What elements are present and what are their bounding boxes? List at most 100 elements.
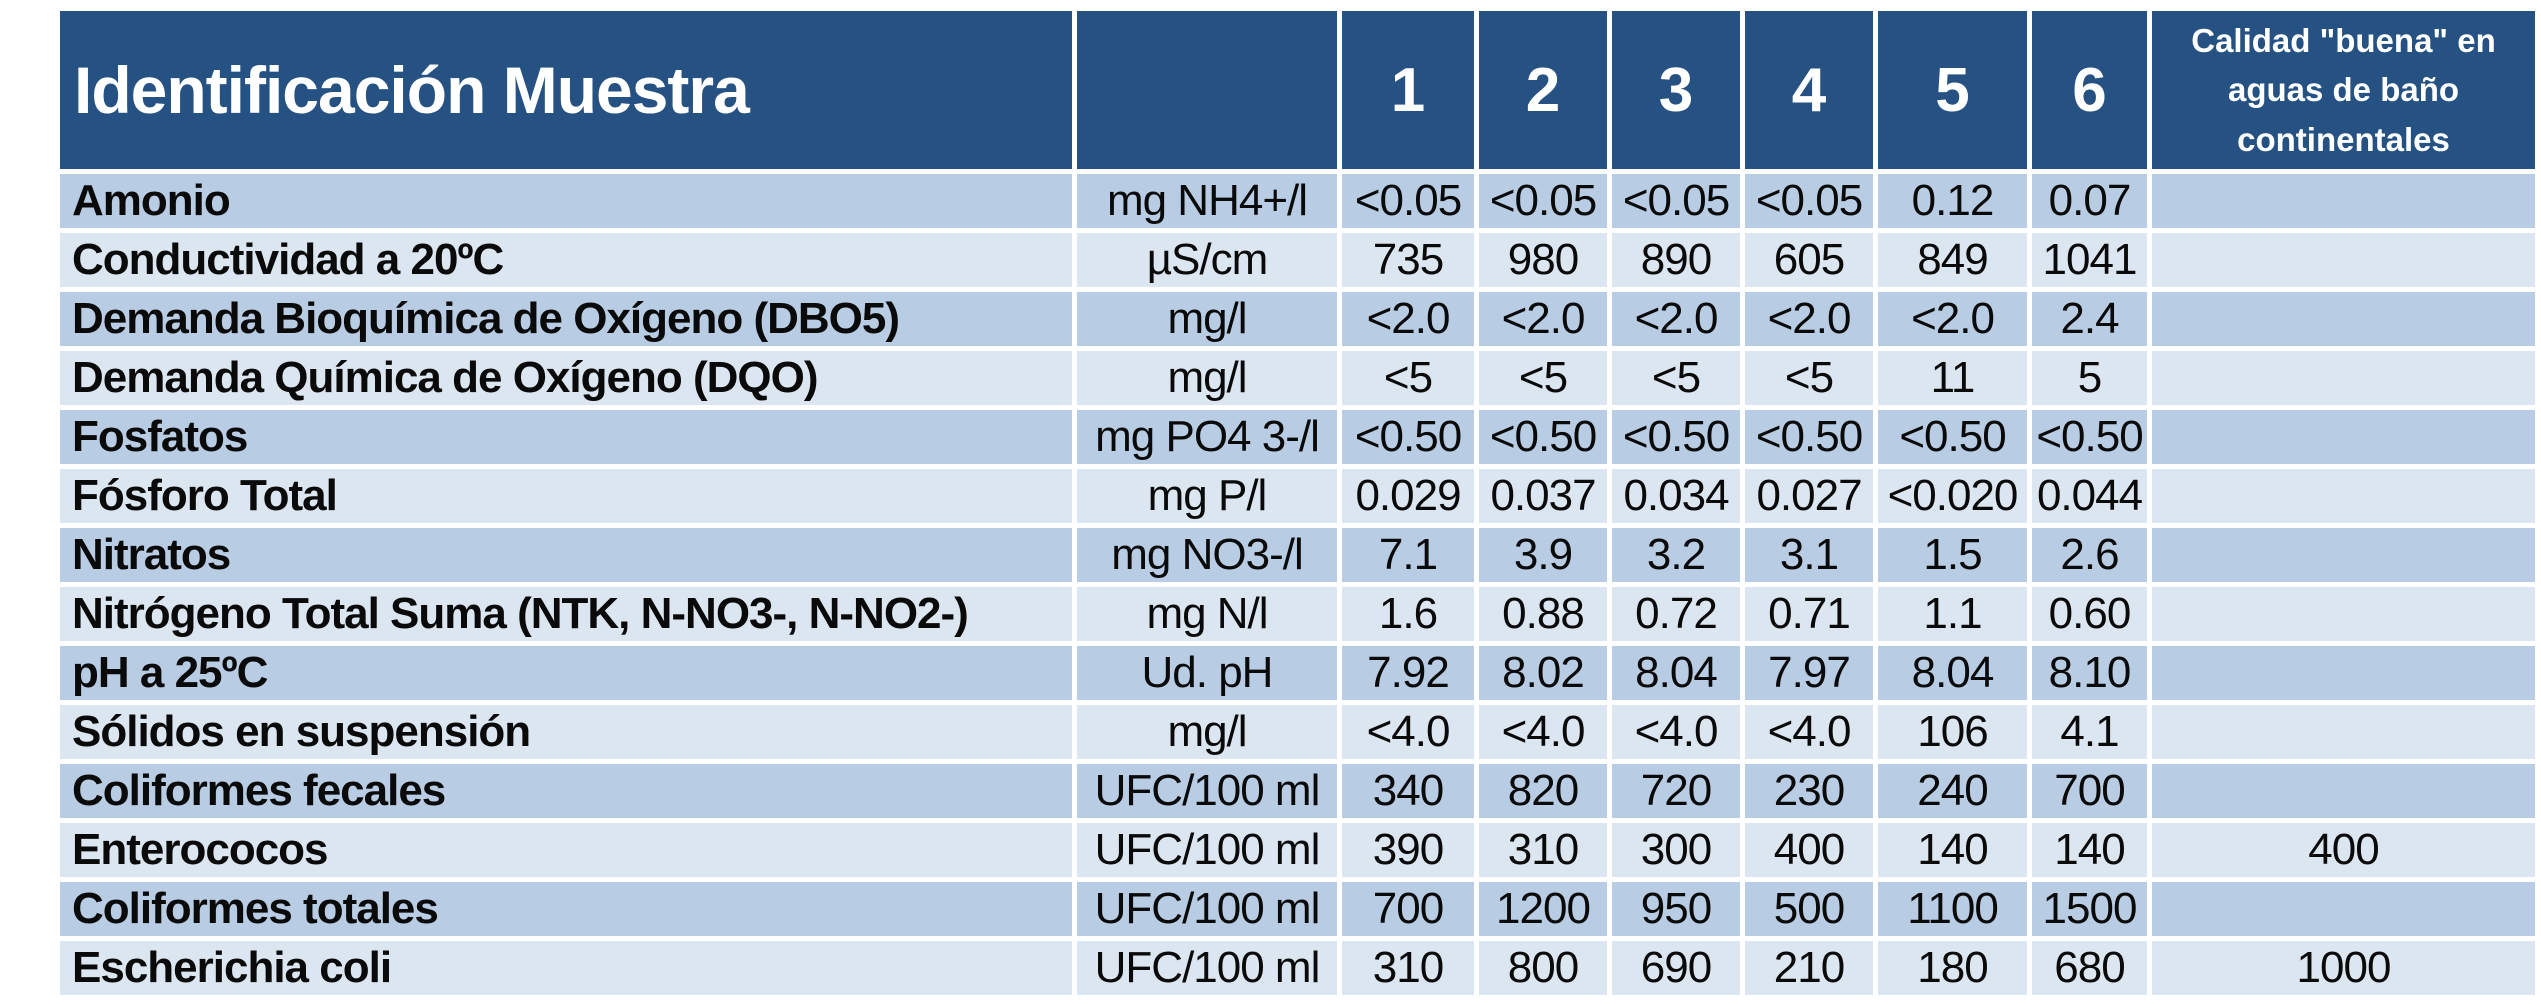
parameter-unit-cell: UFC/100 ml: [1072, 936, 1342, 1000]
sample-6-value-cell: 8.10: [2027, 641, 2152, 705]
sample-1-value-cell: 735: [1337, 228, 1479, 292]
parameter-unit-cell: mg NH4+/l: [1072, 169, 1342, 233]
sample-3-value-cell: <4.0: [1607, 700, 1745, 764]
quality-value-cell: 400: [2147, 818, 2540, 882]
quality-value-cell: [2147, 346, 2540, 410]
sample-1-value-cell: 7.92: [1337, 641, 1479, 705]
parameter-unit-cell: mg NO3-/l: [1072, 523, 1342, 587]
sample-1-value-cell: <4.0: [1337, 700, 1479, 764]
sample-3-value-cell: 0.034: [1607, 464, 1745, 528]
sample-4-value-cell: 0.027: [1740, 464, 1878, 528]
sample-4-value-cell: 605: [1740, 228, 1878, 292]
sample-column-header-6: 6: [2027, 6, 2152, 174]
table-row: Sólidos en suspensión mg/l <4.0 <4.0 <4.0 <4.…: [55, 700, 2540, 764]
sample-1-value-cell: <0.05: [1337, 169, 1479, 233]
parameter-name-cell: Nitratos: [55, 523, 1077, 587]
sample-3-value-cell: 300: [1607, 818, 1745, 882]
table-row: Fósforo Total mg P/l 0.029 0.037 0.034 0.027 <…: [55, 464, 2540, 528]
sample-3-value-cell: 8.04: [1607, 641, 1745, 705]
sample-4-value-cell: <0.05: [1740, 169, 1878, 233]
quality-value-cell: [2147, 287, 2540, 351]
parameter-name-cell: Coliformes fecales: [55, 759, 1077, 823]
sample-4-value-cell: 400: [1740, 818, 1878, 882]
sample-column-header-3: 3: [1607, 6, 1745, 174]
sample-3-value-cell: 0.72: [1607, 582, 1745, 646]
sample-2-value-cell: 800: [1474, 936, 1612, 1000]
parameter-name-cell: Coliformes totales: [55, 877, 1077, 941]
quality-value-cell: [2147, 228, 2540, 292]
quality-value-cell: [2147, 169, 2540, 233]
sample-1-value-cell: 1.6: [1337, 582, 1479, 646]
header-row: Identificación Muestra 1 2 3 4 5 6 Calid…: [55, 6, 2540, 174]
sample-3-value-cell: 890: [1607, 228, 1745, 292]
parameter-name-cell: Amonio: [55, 169, 1077, 233]
sample-5-value-cell: 8.04: [1873, 641, 2032, 705]
sample-6-value-cell: 2.4: [2027, 287, 2152, 351]
table-row: Demanda Química de Oxígeno (DQO) mg/l <5 <5…: [55, 346, 2540, 410]
parameter-name-cell: Fosfatos: [55, 405, 1077, 469]
sample-5-value-cell: <0.50: [1873, 405, 2032, 469]
table-title: Identificación Muestra: [55, 6, 1077, 174]
parameter-unit-cell: mg P/l: [1072, 464, 1342, 528]
parameter-name-cell: Fósforo Total: [55, 464, 1077, 528]
sample-4-value-cell: <4.0: [1740, 700, 1878, 764]
parameter-unit-cell: UFC/100 ml: [1072, 759, 1342, 823]
quality-value-cell: [2147, 582, 2540, 646]
parameter-unit-cell: Ud. pH: [1072, 641, 1342, 705]
sample-5-value-cell: <0.020: [1873, 464, 2032, 528]
quality-value-cell: [2147, 523, 2540, 587]
sample-6-value-cell: 1500: [2027, 877, 2152, 941]
sample-column-header-1: 1: [1337, 6, 1479, 174]
table-row: Amonio mg NH4+/l <0.05 <0.05 <0.05 <0.05 0.12 0…: [55, 169, 2540, 233]
sample-2-value-cell: 0.88: [1474, 582, 1612, 646]
table-row: Enterococos UFC/100 ml 390 310 300 400 140 140 4…: [55, 818, 2540, 882]
sample-2-value-cell: 820: [1474, 759, 1612, 823]
sample-5-value-cell: 849: [1873, 228, 2032, 292]
sample-4-value-cell: 210: [1740, 936, 1878, 1000]
parameter-name-cell: Demanda Química de Oxígeno (DQO): [55, 346, 1077, 410]
sample-6-value-cell: 4.1: [2027, 700, 2152, 764]
water-quality-table: Identificación Muestra 1 2 3 4 5 6 Calid…: [55, 6, 2540, 1000]
parameter-name-cell: Enterococos: [55, 818, 1077, 882]
sample-2-value-cell: 310: [1474, 818, 1612, 882]
table-row: pH a 25ºC Ud. pH 7.92 8.02 8.04 7.97 8.04 8.10: [55, 641, 2540, 705]
parameter-unit-cell: UFC/100 ml: [1072, 818, 1342, 882]
sample-3-value-cell: <2.0: [1607, 287, 1745, 351]
sample-2-value-cell: <4.0: [1474, 700, 1612, 764]
sample-5-value-cell: 0.12: [1873, 169, 2032, 233]
sample-1-value-cell: 7.1: [1337, 523, 1479, 587]
sample-2-value-cell: 0.037: [1474, 464, 1612, 528]
parameter-name-cell: Sólidos en suspensión: [55, 700, 1077, 764]
sample-4-value-cell: 0.71: [1740, 582, 1878, 646]
sample-6-value-cell: 2.6: [2027, 523, 2152, 587]
parameter-unit-cell: mg/l: [1072, 346, 1342, 410]
table-row: Demanda Bioquímica de Oxígeno (DBO5) mg/l…: [55, 287, 2540, 351]
table-row: Nitrógeno Total Suma (NTK, N-NO3-, N-NO2…: [55, 582, 2540, 646]
sample-column-header-4: 4: [1740, 6, 1878, 174]
sample-3-value-cell: 3.2: [1607, 523, 1745, 587]
sample-1-value-cell: <0.50: [1337, 405, 1479, 469]
sample-1-value-cell: 700: [1337, 877, 1479, 941]
sample-2-value-cell: 1200: [1474, 877, 1612, 941]
sample-3-value-cell: <0.50: [1607, 405, 1745, 469]
sample-1-value-cell: <2.0: [1337, 287, 1479, 351]
quality-value-cell: [2147, 405, 2540, 469]
sample-1-value-cell: 340: [1337, 759, 1479, 823]
table-row: Escherichia coli UFC/100 ml 310 800 690 210 18…: [55, 936, 2540, 1000]
sample-1-value-cell: 0.029: [1337, 464, 1479, 528]
parameter-unit-cell: mg/l: [1072, 287, 1342, 351]
sample-4-value-cell: 500: [1740, 877, 1878, 941]
sample-2-value-cell: 980: [1474, 228, 1612, 292]
parameter-name-cell: Nitrógeno Total Suma (NTK, N-NO3-, N-NO2…: [55, 582, 1077, 646]
sample-2-value-cell: 3.9: [1474, 523, 1612, 587]
sample-2-value-cell: <5: [1474, 346, 1612, 410]
sample-5-value-cell: 240: [1873, 759, 2032, 823]
sample-3-value-cell: <5: [1607, 346, 1745, 410]
parameter-unit-cell: mg/l: [1072, 700, 1342, 764]
sample-5-value-cell: 1.5: [1873, 523, 2032, 587]
sample-2-value-cell: <0.50: [1474, 405, 1612, 469]
sample-4-value-cell: 3.1: [1740, 523, 1878, 587]
parameter-name-cell: Conductividad a 20ºC: [55, 228, 1077, 292]
table-row: Coliformes fecales UFC/100 ml 340 820 720 230…: [55, 759, 2540, 823]
table-body: Amonio mg NH4+/l <0.05 <0.05 <0.05 <0.05 0.12 0…: [55, 169, 2540, 1000]
